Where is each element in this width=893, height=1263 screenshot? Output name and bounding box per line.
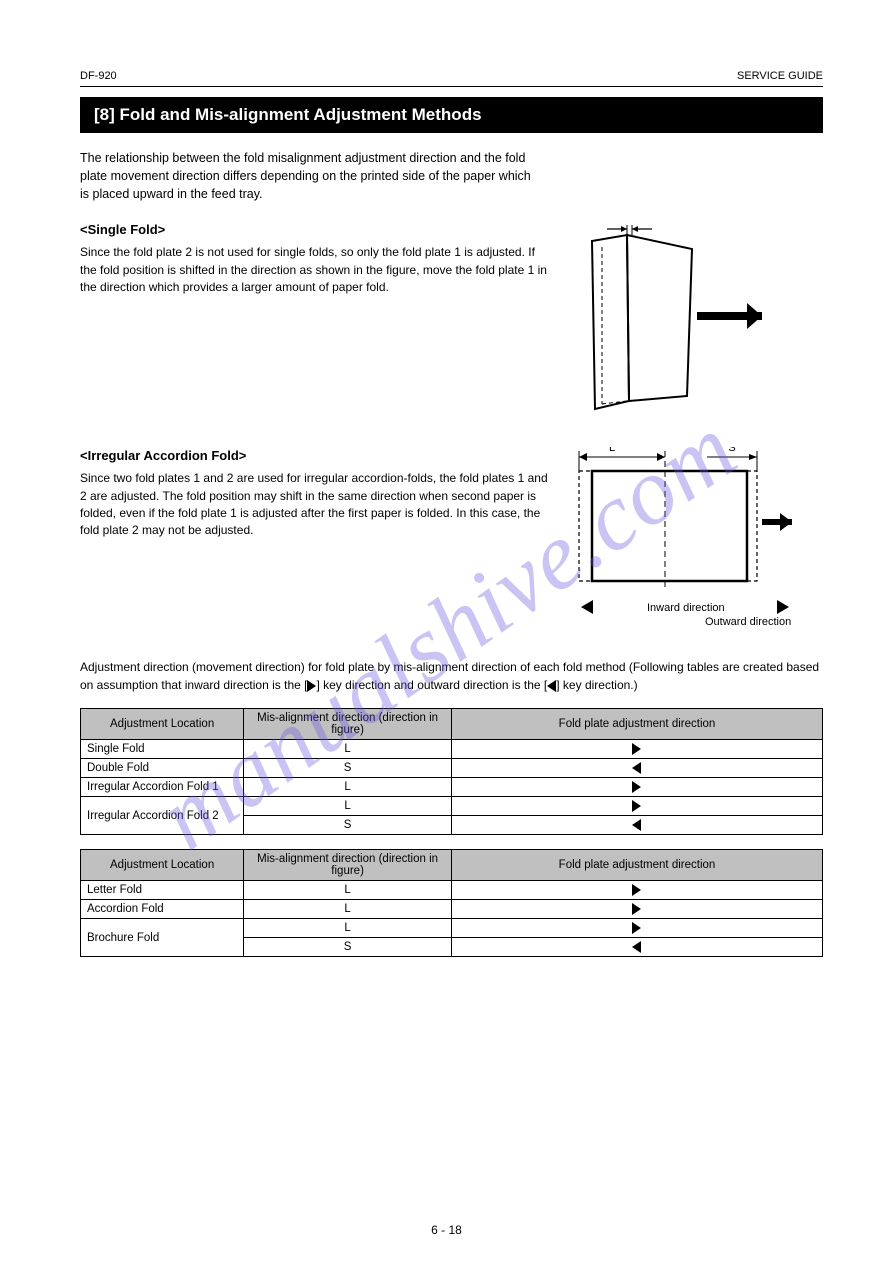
table-row: Brochure Fold L: [81, 919, 823, 938]
adjustment-note: Adjustment direction (movement direction…: [80, 659, 823, 694]
arrow-right-icon: [632, 922, 641, 934]
table-2: Adjustment Location Mis-alignment direct…: [80, 849, 823, 957]
single-fold-figure: [550, 221, 823, 421]
arrow-right-icon: [632, 781, 641, 793]
page-number: 6 - 18: [0, 1223, 893, 1237]
header-right: SERVICE GUIDE: [737, 70, 823, 82]
intro-paragraph: The relationship between the fold misali…: [80, 149, 540, 203]
arrow-right-icon: [632, 903, 641, 915]
table-row: Letter Fold L: [81, 881, 823, 900]
fig2-L: L: [608, 447, 614, 454]
table-1: Adjustment Location Mis-alignment direct…: [80, 708, 823, 835]
t1-h2: Mis-alignment direction (direction in fi…: [244, 709, 452, 740]
t1-h1: Adjustment Location: [81, 709, 244, 740]
header-left: DF-920: [80, 70, 117, 82]
t2-h3: Fold plate adjustment direction: [451, 850, 822, 881]
t1-h3: Fold plate adjustment direction: [451, 709, 822, 740]
arrow-right-icon: [632, 884, 641, 896]
table-row: Irregular Accordion Fold 2 L: [81, 797, 823, 816]
arrow-right-icon: [307, 680, 316, 692]
fig2-outward: Outward direction: [705, 616, 791, 628]
arrow-left-icon: [632, 762, 641, 774]
fig2-S: S: [728, 447, 735, 454]
t2-h2: Mis-alignment direction (direction in fi…: [244, 850, 452, 881]
arrow-right-icon: [632, 743, 641, 755]
page-header: DF-920 SERVICE GUIDE: [80, 70, 823, 87]
single-fold-title: <Single Fold>: [80, 221, 550, 240]
table-row: Single Fold L: [81, 740, 823, 759]
accordion-fold-body: Since two fold plates 1 and 2 are used f…: [80, 470, 550, 540]
section-bar: [8] Fold and Mis-alignment Adjustment Me…: [80, 97, 823, 133]
fig2-inward: Inward direction: [647, 602, 725, 614]
single-fold-body: Since the fold plate 2 is not used for s…: [80, 244, 550, 296]
t2-h1: Adjustment Location: [81, 850, 244, 881]
arrow-left-icon: [547, 680, 556, 692]
single-fold-text: <Single Fold> Since the fold plate 2 is …: [80, 221, 550, 421]
table-row: Irregular Accordion Fold 1 L: [81, 778, 823, 797]
table-row: Accordion Fold L: [81, 900, 823, 919]
arrow-left-icon: [632, 941, 641, 953]
arrow-right-icon: [632, 800, 641, 812]
accordion-fold-figure: L S Inward direction Outward direction: [550, 447, 823, 637]
accordion-fold-title: <Irregular Accordion Fold>: [80, 447, 550, 466]
accordion-fold-text: <Irregular Accordion Fold> Since two fol…: [80, 447, 550, 637]
arrow-left-icon: [632, 819, 641, 831]
table-row: Double Fold S: [81, 759, 823, 778]
